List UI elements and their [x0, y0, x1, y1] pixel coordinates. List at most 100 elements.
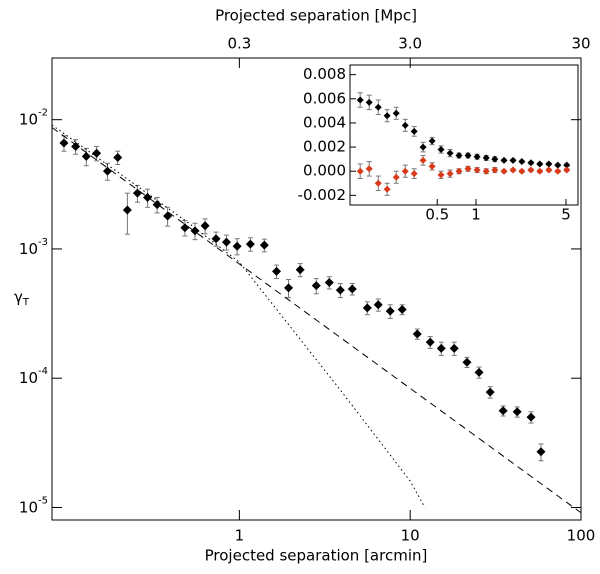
- data-point: [498, 406, 508, 416]
- data-point: [536, 447, 546, 457]
- y-tick-label: 0.002: [303, 138, 346, 156]
- y-tick-label: 0.006: [303, 89, 346, 107]
- data-point: [401, 167, 409, 175]
- data-point: [335, 285, 345, 295]
- data-point: [200, 221, 210, 231]
- data-point: [401, 121, 409, 129]
- y-tick-label: 0.008: [303, 65, 346, 83]
- model-line: [51, 124, 426, 508]
- y-tick-label: -0.002: [298, 186, 346, 204]
- data-point: [563, 161, 571, 169]
- data-point: [545, 166, 553, 174]
- data-point: [295, 265, 305, 275]
- y-axis-label: γT: [14, 288, 30, 309]
- data-point: [482, 154, 490, 162]
- data-point: [500, 167, 508, 175]
- data-point: [563, 166, 571, 174]
- data-point: [397, 305, 407, 315]
- data-point: [428, 162, 436, 170]
- data-point: [554, 167, 562, 175]
- data-point: [449, 343, 459, 353]
- top-tick-label: 30: [571, 35, 590, 53]
- data-point: [392, 109, 400, 117]
- data-point: [385, 306, 395, 316]
- top-axis-label: Projected separation [Mpc]: [215, 7, 417, 25]
- data-point: [419, 156, 427, 164]
- data-point: [122, 205, 132, 215]
- data-point: [374, 179, 382, 187]
- data-point: [143, 193, 153, 203]
- data-point: [132, 188, 142, 198]
- data-point: [419, 143, 427, 151]
- inset-frame: [349, 64, 579, 206]
- data-point: [92, 148, 102, 158]
- data-point: [491, 166, 499, 174]
- data-point: [324, 278, 334, 288]
- x-tick-label: 100: [567, 527, 596, 545]
- data-point: [545, 160, 553, 168]
- data-point: [485, 387, 495, 397]
- data-point: [59, 138, 69, 148]
- x-tick-label: 10: [401, 527, 420, 545]
- data-point: [464, 165, 472, 173]
- data-point: [446, 170, 454, 178]
- data-point: [163, 211, 173, 221]
- data-point: [536, 167, 544, 175]
- data-point: [81, 151, 91, 161]
- y-tick-label: 10-2: [19, 108, 48, 129]
- data-point: [536, 160, 544, 168]
- top-tick-label: 0.3: [227, 35, 251, 53]
- data-point: [509, 166, 517, 174]
- data-point: [437, 171, 445, 179]
- x-tick-label: 0.5: [425, 206, 449, 224]
- data-point: [356, 167, 364, 175]
- data-point: [425, 337, 435, 347]
- data-point: [221, 237, 231, 247]
- x-tick-label: 1: [235, 527, 245, 545]
- data-point: [232, 241, 242, 251]
- data-point: [473, 153, 481, 161]
- data-point: [211, 234, 221, 244]
- data-point: [113, 152, 123, 162]
- data-point: [527, 166, 535, 174]
- data-point: [311, 281, 321, 291]
- y-tick-label: 10-5: [19, 495, 48, 516]
- data-point: [374, 103, 382, 111]
- x-axis-label: Projected separation [arcmin]: [205, 547, 428, 565]
- data-point: [412, 329, 422, 339]
- data-point: [518, 158, 526, 166]
- data-point: [392, 173, 400, 181]
- data-point: [190, 226, 200, 236]
- data-point: [512, 407, 522, 417]
- data-point: [462, 357, 472, 367]
- y-tick-label: 0.000: [303, 162, 346, 180]
- data-point: [272, 266, 282, 276]
- data-point: [464, 152, 472, 160]
- data-point: [437, 145, 445, 153]
- data-point: [455, 152, 463, 160]
- data-point: [71, 142, 81, 152]
- x-tick-label: 5: [561, 206, 571, 224]
- data-point: [428, 137, 436, 145]
- data-point: [284, 283, 294, 293]
- inset-background: [306, 60, 580, 218]
- y-tick-label: 10-3: [19, 237, 48, 258]
- data-point: [518, 167, 526, 175]
- data-point: [455, 167, 463, 175]
- y-tick-label: 10-4: [19, 366, 48, 387]
- data-point: [410, 127, 418, 135]
- model-line: [51, 127, 582, 514]
- data-point: [365, 165, 373, 173]
- data-point: [356, 96, 364, 104]
- data-point: [554, 161, 562, 169]
- data-point: [259, 240, 269, 250]
- data-point: [373, 300, 383, 310]
- data-point: [383, 185, 391, 193]
- top-tick-label: 3.0: [398, 35, 422, 53]
- data-point: [526, 412, 536, 422]
- data-point: [383, 112, 391, 120]
- data-point: [347, 284, 357, 294]
- x-tick-label: 1: [471, 206, 481, 224]
- y-tick-label: 0.004: [303, 113, 346, 131]
